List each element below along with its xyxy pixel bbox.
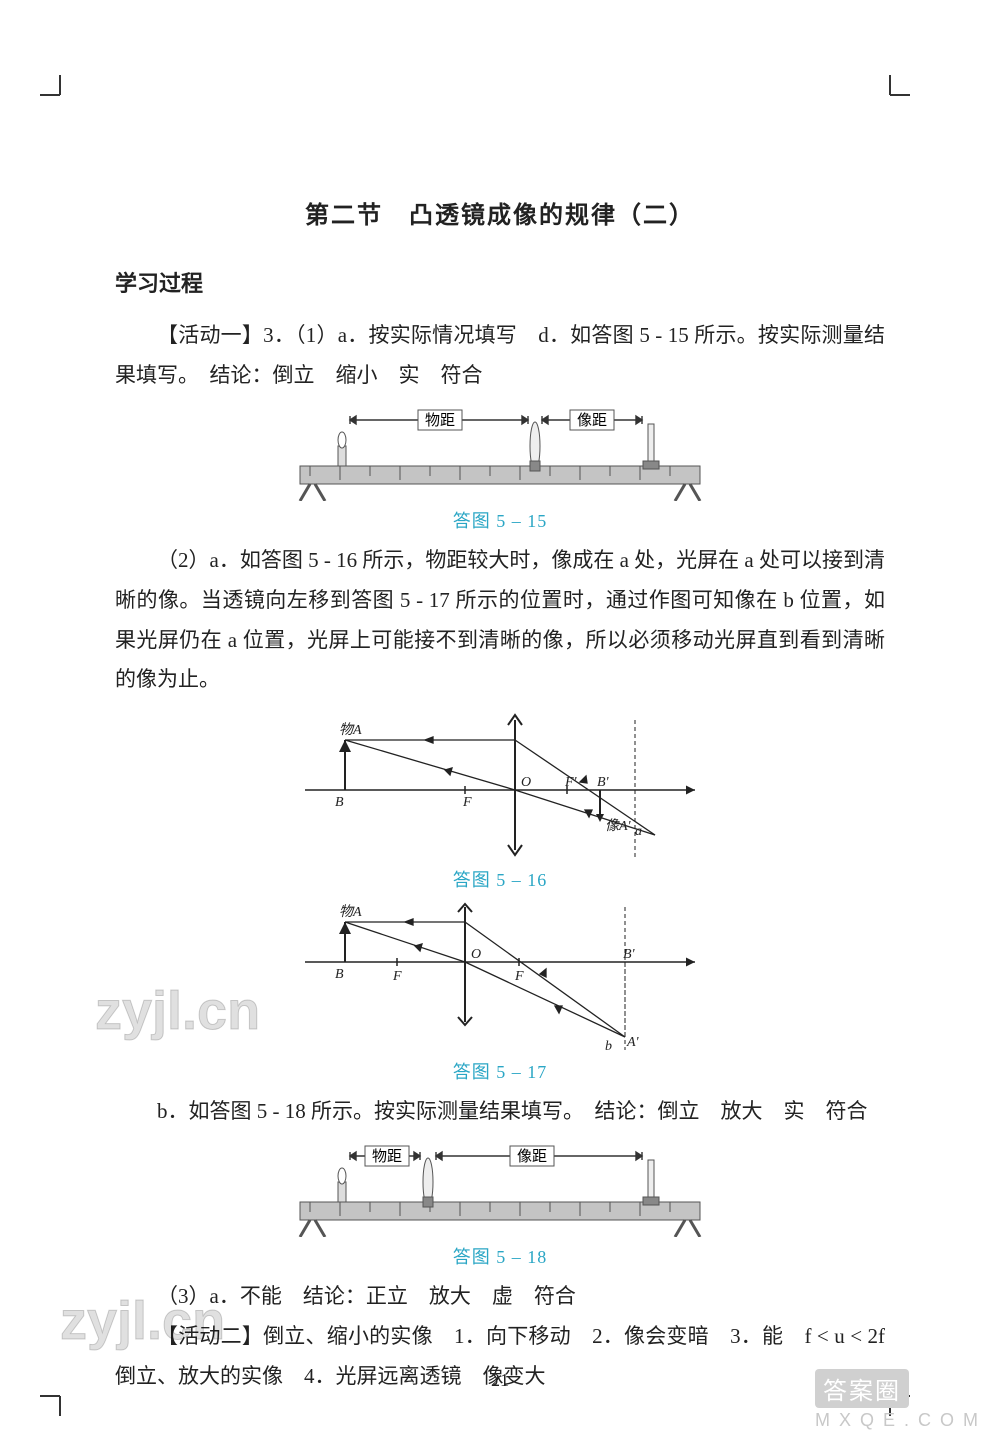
svg-text:B': B': [597, 775, 610, 790]
crop-mark-tr: [870, 75, 910, 115]
figure-5-15-caption: 答图 5 – 15: [453, 507, 548, 533]
svg-text:O: O: [471, 947, 481, 962]
ray-diagram-2-svg: 物A B O F F B' A' b: [305, 902, 695, 1052]
svg-text:A': A': [626, 1035, 640, 1050]
figure-5-18-caption: 答图 5 – 18: [453, 1243, 548, 1269]
page-content: 第二节 凸透镜成像的规律（二） 学习过程 【活动一】3．（1）a．按实际情况填写…: [115, 195, 885, 1397]
svg-text:b: b: [605, 1039, 612, 1052]
section-title: 第二节 凸透镜成像的规律（二）: [115, 195, 885, 230]
svg-text:F: F: [514, 969, 524, 984]
watermark-2: zyjl.cn: [60, 1290, 225, 1352]
crop-mark-tl: [40, 75, 80, 115]
svg-text:物距: 物距: [372, 1148, 402, 1165]
svg-text:物距: 物距: [425, 412, 455, 429]
ray-diagram-1-svg: F F' 物A B O B' 像A' a: [305, 710, 695, 860]
figure-5-16: F F' 物A B O B' 像A' a: [115, 710, 885, 892]
svg-text:B: B: [335, 795, 344, 810]
wm-br-url: M X Q E . C O M: [815, 1410, 980, 1431]
activity1-part3: （3）a．不能 结论：正立 放大 虚 符合: [115, 1277, 885, 1317]
svg-text:O: O: [521, 775, 531, 790]
activity1-part2: （2）a．如答图 5 - 16 所示，物距较大时，像成在 a 处，光屏在 a 处…: [115, 541, 885, 701]
wm-br-box: 答案圈: [815, 1369, 909, 1408]
figure-5-16-caption: 答图 5 – 16: [453, 866, 548, 892]
watermark-1: zyjl.cn: [95, 980, 260, 1042]
figure-5-17-caption: 答图 5 – 17: [453, 1058, 548, 1084]
learning-heading: 学习过程: [115, 266, 885, 298]
svg-text:像距: 像距: [517, 1148, 547, 1165]
svg-text:B: B: [335, 967, 344, 982]
activity1-part1: 【活动一】3．（1）a．按实际情况填写 d．如答图 5 - 15 所示。按实际测…: [115, 316, 885, 396]
figure-5-18: 物距 像距 答图 5 – 18: [115, 1142, 885, 1269]
optical-bench-1-svg: 物距 像距: [280, 406, 720, 501]
optical-bench-2-svg: 物距 像距: [280, 1142, 720, 1237]
svg-text:F: F: [392, 969, 402, 984]
svg-text:物A: 物A: [339, 722, 362, 738]
watermark-bottom-right: 答案圈 M X Q E . C O M: [815, 1369, 980, 1431]
svg-text:像距: 像距: [577, 412, 607, 429]
activity1-part2b: b．如答图 5 - 18 所示。按实际测量结果填写。 结论：倒立 放大 实 符合: [115, 1092, 885, 1132]
figure-5-15: 物距 像距 答图 5 – 15: [115, 406, 885, 533]
svg-text:物A: 物A: [339, 904, 362, 920]
svg-text:F: F: [462, 795, 472, 810]
